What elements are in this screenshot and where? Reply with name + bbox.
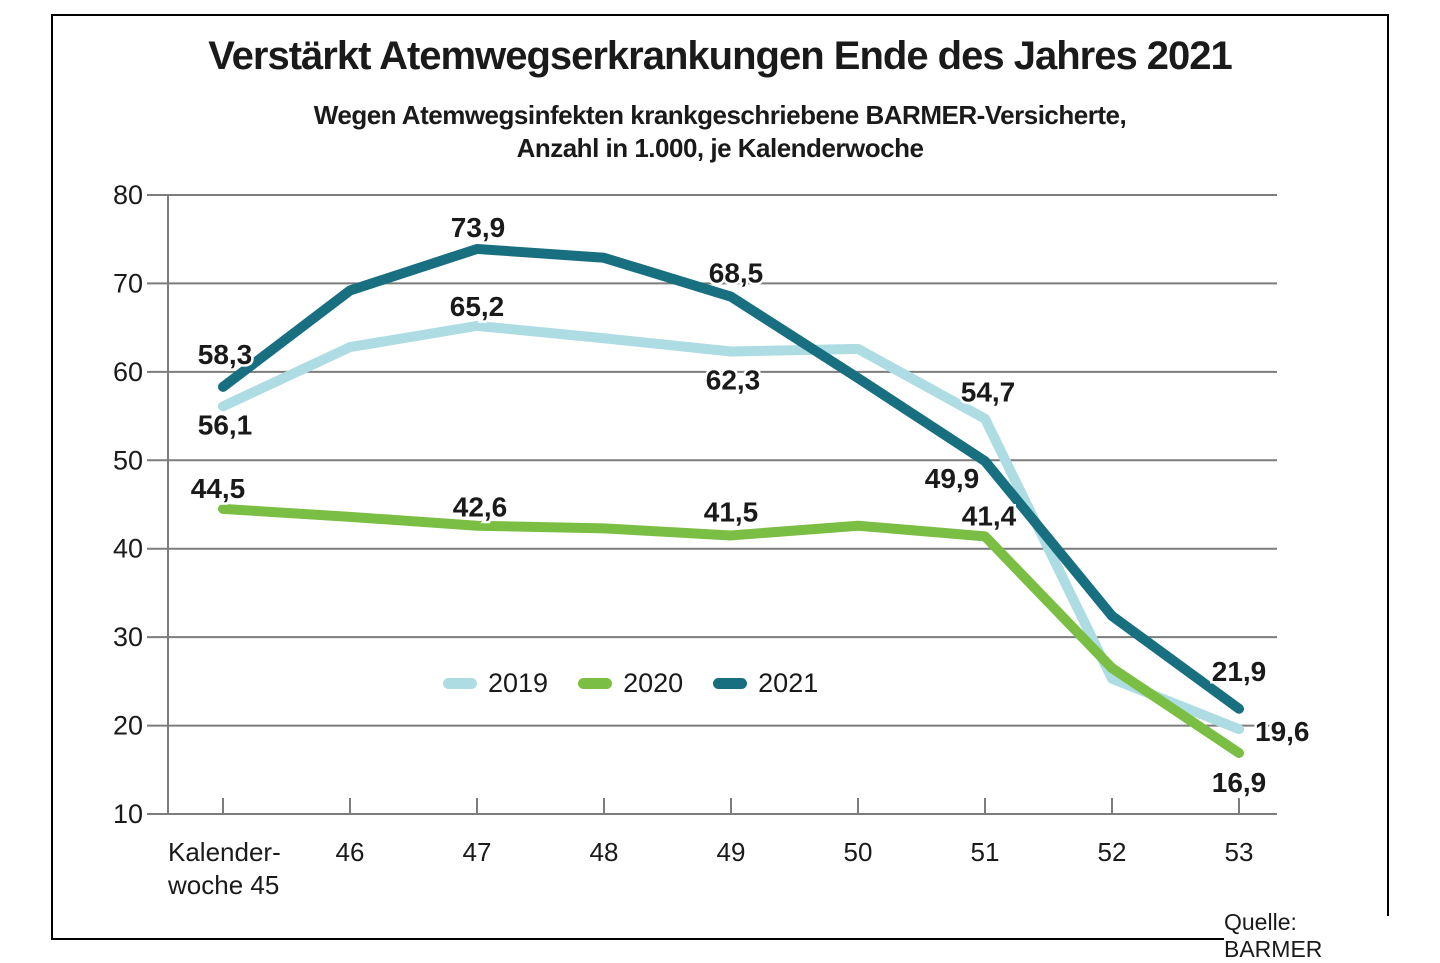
x-tick-label: 48 <box>590 837 619 867</box>
x-tick-label: 51 <box>971 837 1000 867</box>
series-line-2021 <box>218 243 1244 714</box>
data-label-2020: 44,5 <box>191 473 246 504</box>
chart-border <box>51 14 1389 940</box>
legend-label-2019: 2019 <box>488 668 549 698</box>
chart-subtitle-line1: Wegen Atemwegsinfekten krankgeschriebene… <box>313 100 1127 130</box>
legend: 2019 2020 2021 <box>443 668 818 699</box>
data-label-2021: 73,9 <box>451 212 506 243</box>
y-tick-label: 80 <box>113 180 143 210</box>
legend-item-2020: 2020 <box>578 668 683 699</box>
legend-item-2019: 2019 <box>443 668 548 699</box>
y-tick-label: 50 <box>113 445 143 475</box>
legend-item-2021: 2021 <box>713 668 818 699</box>
y-tick-label: 30 <box>113 622 143 652</box>
y-tick-label: 40 <box>113 534 143 564</box>
data-label-2019: 62,3 <box>706 365 761 396</box>
x-tick-label: Kalender-woche 45 <box>167 837 281 900</box>
data-label-2021: 58,3 <box>198 339 253 370</box>
data-label-2020: 41,5 <box>704 496 759 527</box>
chart-title: Verstärkt Atemwegserkrankungen Ende des … <box>208 34 1233 78</box>
series-line-2020 <box>218 503 1244 758</box>
data-label-2019: 65,2 <box>450 291 505 322</box>
chart-subtitle: Wegen Atemwegsinfekten krankgeschriebene… <box>0 99 1440 165</box>
data-label-2019: 56,1 <box>198 409 253 440</box>
data-label-2020: 41,4 <box>962 500 1017 531</box>
x-tick-label: 53 <box>1225 837 1254 867</box>
data-label-2021: 49,9 <box>925 463 980 494</box>
legend-swatch-2020 <box>578 678 613 689</box>
x-tick-label: 52 <box>1098 837 1127 867</box>
legend-label-2020: 2020 <box>623 668 684 698</box>
x-tick-label: 49 <box>717 837 746 867</box>
x-tick-label: 50 <box>844 837 873 867</box>
data-label-2020: 16,9 <box>1212 767 1267 798</box>
x-tick-label: 46 <box>336 837 365 867</box>
data-label-2019: 54,7 <box>961 377 1016 408</box>
series-line-2019 <box>218 320 1244 735</box>
y-tick-label: 70 <box>113 268 143 298</box>
y-tick-label: 10 <box>113 799 143 829</box>
chart-subtitle-line2: Anzahl in 1.000, je Kalenderwoche <box>516 133 924 163</box>
x-tick-label: 47 <box>463 837 492 867</box>
data-label-2020: 42,6 <box>453 492 508 523</box>
legend-swatch-2021 <box>713 678 748 689</box>
legend-swatch-2019 <box>443 678 477 689</box>
source-credit: Quelle: BARMER <box>1224 909 1396 962</box>
data-label-2021: 21,9 <box>1212 656 1267 687</box>
data-label-2019: 19,6 <box>1255 716 1310 747</box>
data-label-2021: 68,5 <box>709 258 764 289</box>
y-tick-label: 60 <box>113 357 143 387</box>
legend-label-2021: 2021 <box>758 668 819 698</box>
y-tick-label: 20 <box>113 711 143 741</box>
